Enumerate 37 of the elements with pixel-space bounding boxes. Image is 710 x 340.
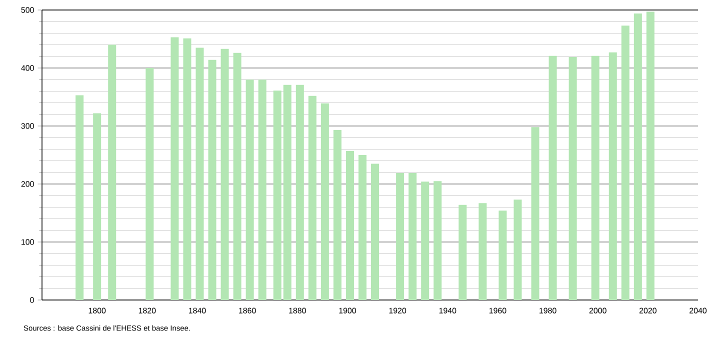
bar [296, 84, 304, 300]
bar [608, 52, 617, 300]
bar [514, 200, 522, 300]
bar [421, 182, 430, 300]
bar [548, 56, 557, 300]
bar [498, 210, 507, 300]
bar [634, 13, 642, 300]
bar [273, 90, 282, 300]
bar [333, 130, 342, 300]
bar [434, 181, 442, 300]
bar [108, 44, 116, 300]
bar [320, 103, 329, 300]
bar [346, 150, 354, 300]
bar [308, 96, 316, 300]
bar [396, 172, 404, 300]
bar [93, 113, 102, 300]
bar [183, 38, 192, 300]
bar [646, 12, 654, 300]
bar [76, 95, 84, 300]
bar [283, 84, 292, 300]
bar [246, 80, 254, 300]
bar [531, 127, 540, 300]
bar [478, 203, 487, 300]
bar [208, 60, 216, 300]
bar [371, 164, 380, 300]
bar [591, 56, 600, 300]
bar [146, 68, 154, 300]
bar [568, 56, 577, 300]
bar [408, 172, 417, 300]
bar [196, 48, 204, 300]
bar [170, 37, 179, 300]
bar [621, 26, 630, 300]
bar [233, 52, 242, 300]
bar [358, 155, 366, 300]
bar [258, 80, 266, 300]
bar [220, 48, 229, 300]
bar [458, 204, 467, 300]
